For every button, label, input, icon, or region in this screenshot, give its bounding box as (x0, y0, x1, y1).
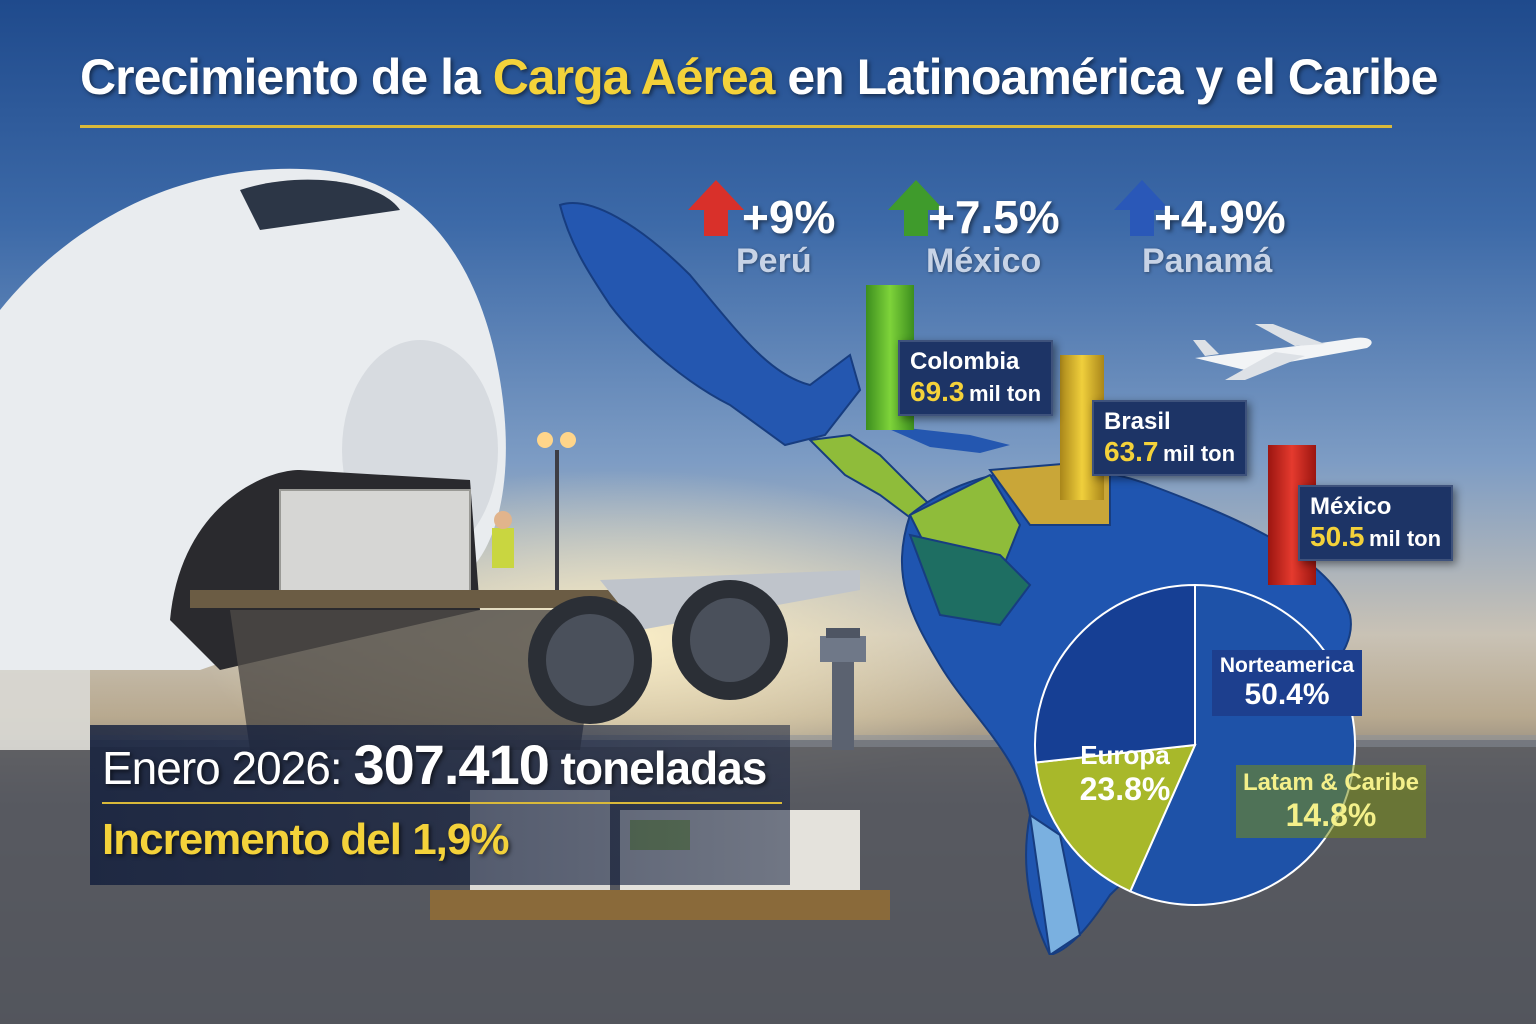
control-tower-icon (820, 628, 866, 750)
summary-divider (102, 802, 782, 804)
title-part-1: Crecimiento de la (80, 49, 493, 105)
growth-pct: +9% (742, 191, 836, 243)
summary-unit: toneladas (560, 742, 768, 794)
growth-pct: +7.5% (928, 191, 1060, 243)
growth-pct: +4.9% (1154, 191, 1286, 243)
pie-label-latam: Latam & Caribe 14.8% (1236, 765, 1426, 838)
volume-unit: mil ton (1162, 441, 1236, 466)
volume-label-brasil: Brasil 63.7 mil ton (1092, 400, 1248, 476)
growth-country: México (926, 242, 1042, 280)
pie-slice-europa (1034, 583, 1196, 764)
pie-label-value: 23.8% (1079, 771, 1171, 807)
up-arrow-icon (688, 180, 744, 236)
volume-country: Brasil (1104, 408, 1171, 435)
pie-label-norteamerica: Norteamerica 50.4% (1212, 650, 1362, 716)
pie-label-name: Latam & Caribe (1242, 769, 1420, 796)
summary-total-value: 307.410 (353, 733, 549, 796)
volume-label-colombia: Colombia 69.3 mil ton (898, 340, 1054, 416)
volume-value: 69.3 (910, 376, 965, 407)
cargo-airplane-illustration (0, 168, 860, 750)
pie-label-name: Norteamerica (1219, 654, 1355, 677)
map-chile (1028, 812, 1082, 955)
volume-value: 50.5 (1310, 521, 1365, 552)
volume-unit: mil ton (1368, 526, 1442, 551)
summary-total: Enero 2026: 307.410 toneladas (102, 732, 768, 797)
up-arrow-icon (1114, 180, 1170, 236)
pie-label-europa: Europa 23.8% (1060, 740, 1190, 808)
lamp-post-icon (537, 432, 576, 610)
pie-label-name: Europa (1080, 740, 1170, 770)
summary-lead: Enero 2026: (102, 742, 343, 794)
pie-label-value: 50.4% (1244, 678, 1330, 711)
summary-increase: Incremento del 1,9% (102, 815, 509, 864)
growth-country: Panamá (1142, 242, 1273, 280)
pie-label-value: 14.8% (1285, 797, 1377, 833)
page-title: Crecimiento de la Carga Aérea en Latinoa… (80, 48, 1438, 106)
volume-unit: mil ton (968, 381, 1042, 406)
pie-slice-latam-caribe (1034, 743, 1197, 893)
growth-peru: +9% Perú (686, 170, 876, 290)
volume-value: 63.7 (1104, 436, 1159, 467)
growth-panama: +4.9% Panamá (1112, 170, 1312, 290)
map-mexico (558, 202, 862, 447)
map-peru (908, 533, 1032, 627)
volume-country: Colombia (910, 348, 1020, 375)
map-caribbean (880, 425, 1010, 453)
summary-panel (90, 725, 790, 885)
title-highlight: Carga Aérea (492, 49, 776, 105)
up-arrow-icon (888, 180, 944, 236)
growth-mexico: +7.5% México (886, 170, 1086, 290)
growth-country: Perú (736, 242, 812, 280)
volume-label-mexico: México 50.5 mil ton (1298, 485, 1454, 561)
title-underline (80, 125, 1392, 128)
volume-country: México (1310, 493, 1392, 520)
title-part-2: en Latinoamérica y el Caribe (774, 49, 1438, 105)
flying-airplane-icon (1193, 324, 1372, 380)
